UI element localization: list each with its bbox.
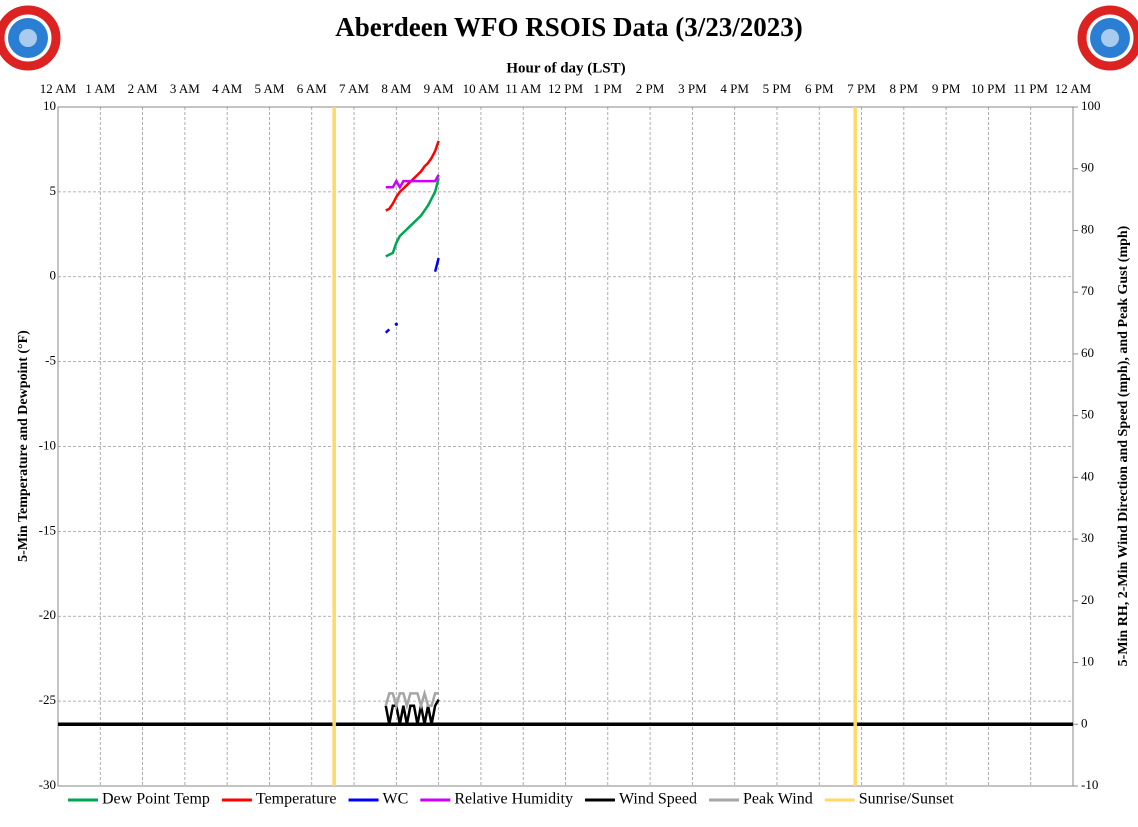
y2-tick-label: -10 bbox=[1081, 777, 1098, 792]
y2-tick-label: 90 bbox=[1081, 160, 1094, 175]
y-tick-label: 10 bbox=[43, 98, 56, 113]
nws-logo-left bbox=[0, 5, 61, 71]
y2-tick-label: 60 bbox=[1081, 345, 1094, 360]
legend-label: Wind Speed bbox=[619, 791, 697, 808]
series-line bbox=[384, 698, 440, 725]
x-tick-label: 12 PM bbox=[548, 81, 583, 96]
x-tick-label: 2 AM bbox=[128, 81, 158, 96]
y-tick-label: -5 bbox=[45, 353, 56, 368]
y2-axis-title: 5-Min RH, 2-Min Wind Direction and Speed… bbox=[1116, 225, 1131, 666]
series-line bbox=[384, 688, 439, 711]
x-tick-label: 9 PM bbox=[932, 81, 961, 96]
nws-logo-right bbox=[1077, 5, 1138, 71]
x-tick-label: 9 AM bbox=[424, 81, 454, 96]
chart-title: Aberdeen WFO RSOIS Data (3/23/2023) bbox=[335, 12, 803, 42]
y2-tick-label: 40 bbox=[1081, 468, 1094, 483]
legend-label: Relative Humidity bbox=[454, 791, 573, 808]
y2-tick-label: 100 bbox=[1081, 98, 1101, 113]
x-tick-label: 11 PM bbox=[1013, 81, 1048, 96]
x-tick-label: 7 AM bbox=[339, 81, 369, 96]
y-tick-label: 5 bbox=[50, 183, 57, 198]
x-tick-label: 4 PM bbox=[720, 81, 749, 96]
x-tick-label: 12 AM bbox=[40, 81, 77, 96]
series-line bbox=[384, 328, 391, 334]
series-point bbox=[394, 322, 398, 326]
x-tick-label: 12 AM bbox=[1055, 81, 1092, 96]
x-tick-label: 1 AM bbox=[85, 81, 115, 96]
legend-label: Temperature bbox=[256, 791, 337, 808]
x-tick-label: 2 PM bbox=[636, 81, 665, 96]
legend-label: Dew Point Temp bbox=[102, 791, 210, 808]
legend-label: Sunrise/Sunset bbox=[859, 791, 955, 808]
y2-tick-label: 80 bbox=[1081, 221, 1094, 236]
y-tick-label: 0 bbox=[50, 268, 57, 283]
x-tick-label: 1 PM bbox=[594, 81, 623, 96]
x-tick-label: 5 PM bbox=[763, 81, 792, 96]
y-tick-label: -15 bbox=[39, 522, 56, 537]
x-tick-label: 3 PM bbox=[678, 81, 707, 96]
y-tick-label: -20 bbox=[39, 607, 56, 622]
y2-tick-label: 0 bbox=[1081, 715, 1088, 730]
y-tick-label: -10 bbox=[39, 437, 56, 452]
series-line bbox=[433, 257, 440, 272]
x-tick-label: 8 AM bbox=[381, 81, 411, 96]
x-tick-label: 5 AM bbox=[254, 81, 284, 96]
series-line bbox=[385, 177, 440, 258]
x-tick-label: 11 AM bbox=[505, 81, 541, 96]
y2-tick-label: 50 bbox=[1081, 407, 1094, 422]
y-tick-label: -25 bbox=[39, 692, 56, 707]
y2-tick-label: 70 bbox=[1081, 283, 1094, 298]
x-tick-label: 10 PM bbox=[971, 81, 1006, 96]
x-tick-label: 7 PM bbox=[847, 81, 876, 96]
x-tick-label: 10 AM bbox=[463, 81, 500, 96]
x-tick-label: 3 AM bbox=[170, 81, 200, 96]
y2-tick-label: 30 bbox=[1081, 530, 1094, 545]
y-axis-title: 5-Min Temperature and Dewpoint (°F) bbox=[16, 330, 31, 562]
y2-tick-label: 10 bbox=[1081, 654, 1094, 669]
series-line bbox=[385, 174, 440, 190]
y2-tick-label: 20 bbox=[1081, 592, 1094, 607]
x-tick-label: 8 PM bbox=[890, 81, 919, 96]
legend-label: WC bbox=[383, 791, 409, 808]
legend-label: Peak Wind bbox=[743, 791, 813, 808]
x-tick-label: 6 AM bbox=[297, 81, 327, 96]
x-axis-title: Hour of day (LST) bbox=[506, 60, 625, 76]
y-tick-label: -30 bbox=[39, 777, 56, 792]
x-tick-label: 6 PM bbox=[805, 81, 834, 96]
plot-frame bbox=[57, 106, 1074, 787]
x-tick-label: 4 AM bbox=[212, 81, 242, 96]
